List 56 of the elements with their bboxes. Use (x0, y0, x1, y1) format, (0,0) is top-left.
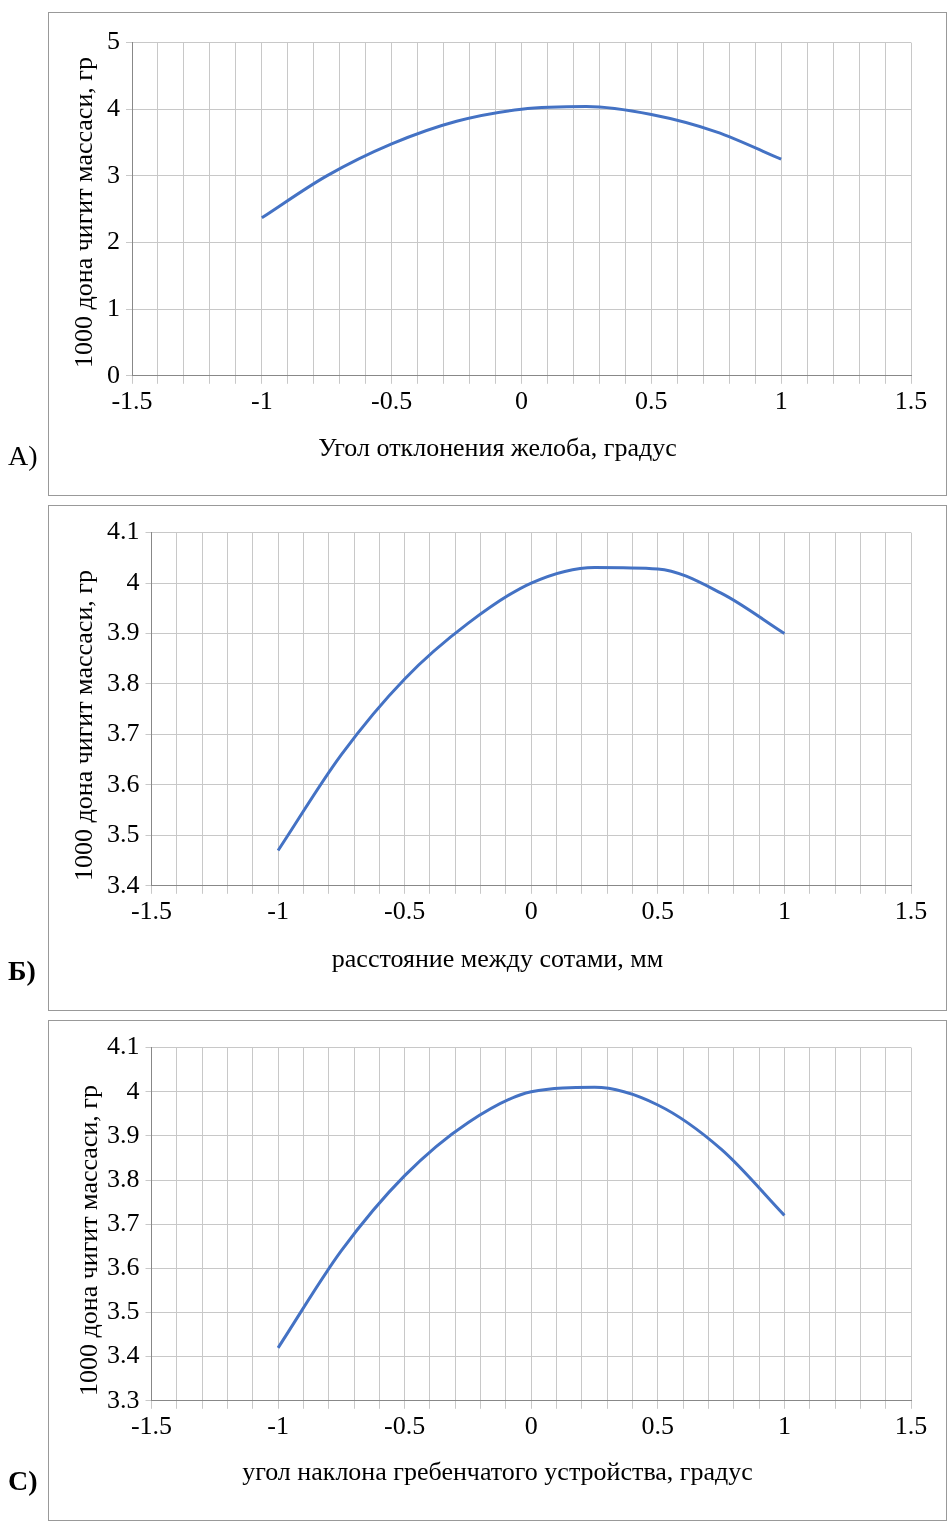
text: С) (8, 1465, 38, 1497)
x-tick-label: 0.5 (641, 1411, 675, 1441)
y-tick-label: 5 (107, 26, 120, 56)
x-tick-label: 1 (774, 386, 788, 416)
x-tick-label: 1 (777, 1411, 791, 1441)
x-axis-title: Угол отклонения желоба, градус (317, 433, 678, 463)
line-series (276, 565, 786, 852)
x-tick-label: -1 (267, 896, 289, 926)
y-tick-label: 4 (126, 566, 140, 596)
x-tick-label: 1 (777, 896, 791, 926)
x-tick-label: -1.5 (111, 386, 153, 416)
y-tick-label: 0 (107, 359, 120, 389)
y-axis-title: 1000 дона чигит массаси, гр (69, 57, 98, 369)
text: Б) (8, 955, 36, 987)
x-tick-label: -0.5 (371, 386, 413, 416)
line-series (260, 105, 783, 220)
y-tick-label: 3.7 (107, 1208, 140, 1238)
x-axis-title: расстояние между сотами, мм (330, 944, 665, 974)
y-tick-label: 1 (107, 292, 120, 322)
y-tick-label: 4 (126, 1075, 140, 1105)
x-tick-label: 1.5 (894, 896, 928, 926)
x-tick-label: 0.5 (635, 386, 668, 416)
y-tick-label: 3.4 (107, 869, 140, 899)
x-tick-label: -1 (251, 386, 273, 416)
y-tick-label: 3.9 (107, 1119, 140, 1149)
y-tick-label: 4 (107, 93, 120, 123)
x-tick-label: -1.5 (130, 896, 173, 926)
x-tick-label: 0 (524, 896, 538, 926)
x-tick-label: -0.5 (384, 896, 426, 926)
y-tick-label: 3 (107, 159, 120, 189)
x-tick-label: 0 (515, 386, 528, 416)
y-tick-label: 3.6 (107, 768, 140, 798)
x-tick-label: 1.5 (894, 1411, 928, 1441)
x-tick-label: 1.5 (894, 386, 928, 416)
y-tick-label: 3.5 (107, 819, 140, 849)
y-tick-label: 4.1 (107, 1031, 140, 1061)
x-tick-label: -1.5 (130, 1411, 173, 1441)
y-tick-label: 3.6 (107, 1252, 140, 1282)
y-axis-title: 1000 дона чигит массаси, гр (74, 1085, 103, 1397)
x-axis-title: угол наклона гребенчатого устройства, градус (241, 1457, 754, 1487)
y-tick-label: 3.8 (107, 667, 140, 697)
y-tick-label: 3.8 (107, 1163, 140, 1193)
y-tick-label: 2 (107, 226, 120, 256)
x-tick-label: -0.5 (384, 1411, 426, 1441)
text: А) (8, 440, 38, 472)
x-tick-label: 0.5 (641, 896, 675, 926)
y-tick-label: 3.3 (107, 1384, 140, 1414)
x-tick-label: -1 (267, 1411, 289, 1441)
y-tick-label: 3.5 (107, 1296, 140, 1326)
x-tick-label: 0 (524, 1411, 538, 1441)
y-tick-label: 3.4 (107, 1340, 140, 1370)
y-axis-title: 1000 дона чигит массаси, гр (69, 570, 98, 882)
line-series (276, 1085, 786, 1350)
y-tick-label: 3.7 (107, 718, 140, 748)
y-tick-label: 3.9 (107, 617, 140, 647)
y-tick-label: 4.1 (107, 516, 140, 546)
